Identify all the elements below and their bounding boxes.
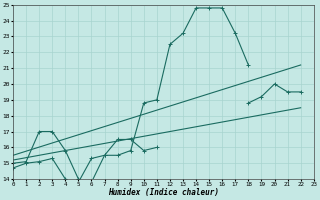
X-axis label: Humidex (Indice chaleur): Humidex (Indice chaleur) [108, 188, 219, 197]
